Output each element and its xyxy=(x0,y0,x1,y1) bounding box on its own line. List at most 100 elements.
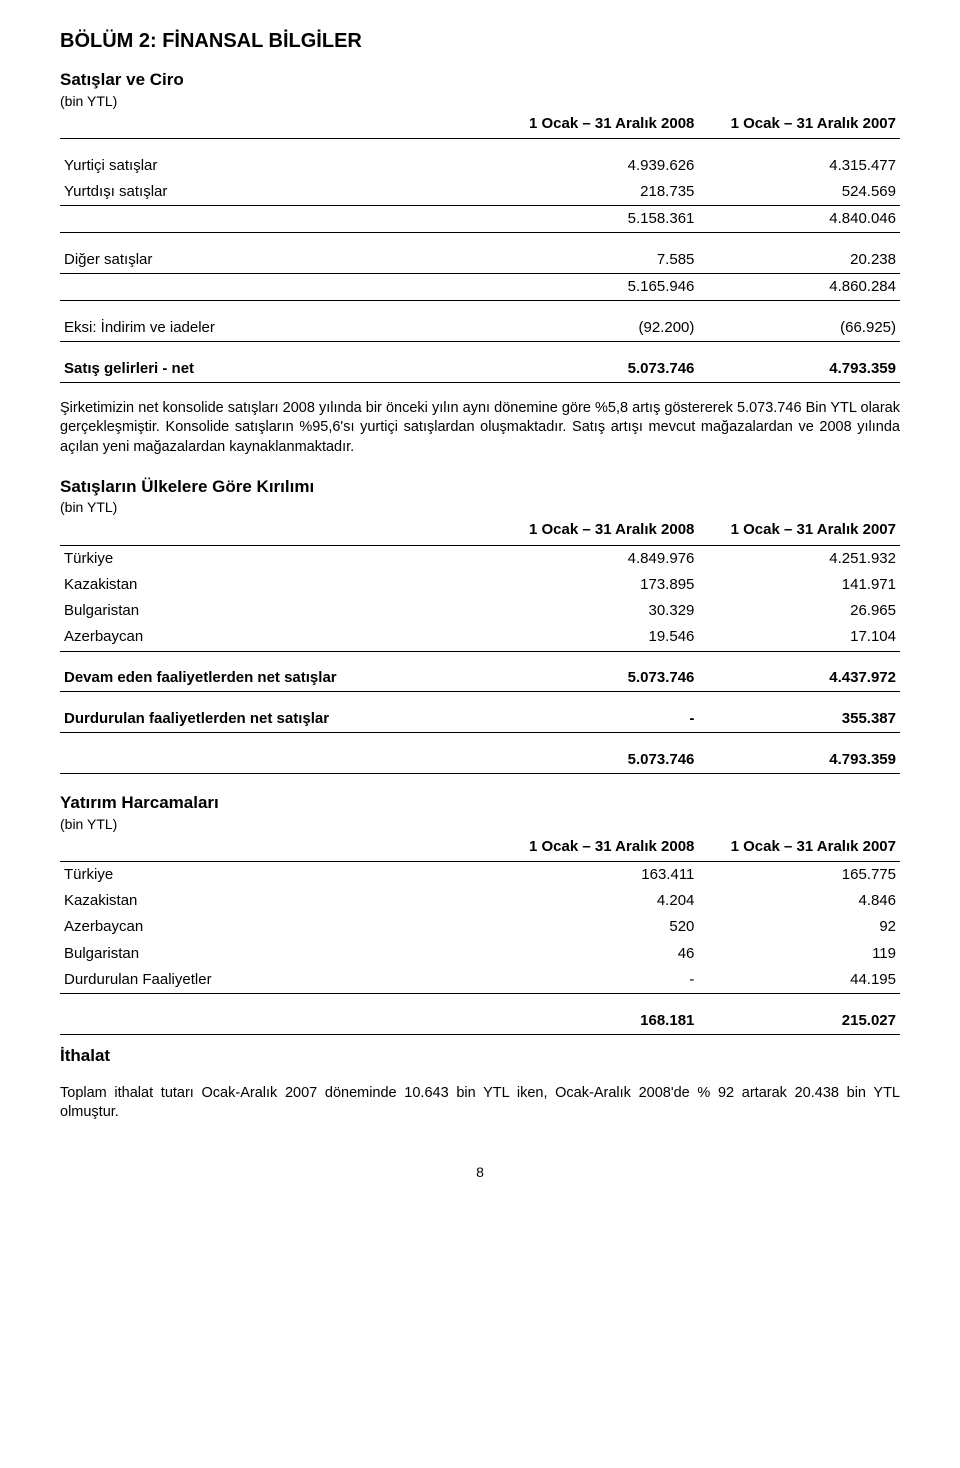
table-header-blank xyxy=(60,517,497,545)
row-label: Yurtiçi satışlar xyxy=(60,153,497,179)
row-value: 92 xyxy=(698,914,900,940)
sales-turnover-title: Satışlar ve Ciro xyxy=(60,69,900,92)
row-label: Bulgaristan xyxy=(60,941,497,967)
row-value: 19.546 xyxy=(497,624,699,651)
row-label: Durdurulan faaliyetlerden net satışlar xyxy=(60,706,497,733)
row-label: Azerbaycan xyxy=(60,624,497,651)
row-label: Diğer satışlar xyxy=(60,247,497,274)
row-value: 168.181 xyxy=(497,1008,699,1035)
grand-total-row: 5.073.746 4.793.359 xyxy=(60,747,900,774)
row-value: 173.895 xyxy=(497,572,699,598)
row-value: 5.073.746 xyxy=(497,356,699,383)
row-value: 5.073.746 xyxy=(497,747,699,774)
table-header-blank xyxy=(60,111,497,139)
table-header-2008: 1 Ocak – 31 Aralık 2008 xyxy=(497,517,699,545)
table-row: Kazakistan 4.204 4.846 xyxy=(60,888,900,914)
row-value: 520 xyxy=(497,914,699,940)
net-revenue-row: Satış gelirleri - net 5.073.746 4.793.35… xyxy=(60,356,900,383)
row-value: 26.965 xyxy=(698,598,900,624)
row-value: 4.793.359 xyxy=(698,747,900,774)
row-value: 20.238 xyxy=(698,247,900,274)
row-label: Satış gelirleri - net xyxy=(60,356,497,383)
row-label: Türkiye xyxy=(60,861,497,888)
row-value: 141.971 xyxy=(698,572,900,598)
table-row: Bulgaristan 30.329 26.965 xyxy=(60,598,900,624)
table-header-2007: 1 Ocak – 31 Aralık 2007 xyxy=(698,517,900,545)
row-label: Eksi: İndirim ve iadeler xyxy=(60,315,497,342)
capex-table: 1 Ocak – 31 Aralık 2008 1 Ocak – 31 Aral… xyxy=(60,834,900,1035)
row-value: 4.437.972 xyxy=(698,665,900,692)
row-value: 355.387 xyxy=(698,706,900,733)
table-row: Eksi: İndirim ve iadeler (92.200) (66.92… xyxy=(60,315,900,342)
row-value: 524.569 xyxy=(698,179,900,206)
row-label xyxy=(60,274,497,301)
units-note: (bin YTL) xyxy=(60,815,900,834)
row-label: Durdurulan Faaliyetler xyxy=(60,967,497,994)
table-header-2007: 1 Ocak – 31 Aralık 2007 xyxy=(698,111,900,139)
row-value: 4.860.284 xyxy=(698,274,900,301)
continuing-ops-row: Devam eden faaliyetlerden net satışlar 5… xyxy=(60,665,900,692)
row-value: (92.200) xyxy=(497,315,699,342)
capex-title: Yatırım Harcamaları xyxy=(60,792,900,815)
table-row: Durdurulan Faaliyetler - 44.195 xyxy=(60,967,900,994)
sales-turnover-table: 1 Ocak – 31 Aralık 2008 1 Ocak – 31 Aral… xyxy=(60,111,900,383)
table-row: Türkiye 163.411 165.775 xyxy=(60,861,900,888)
row-label: Türkiye xyxy=(60,545,497,572)
row-value: 215.027 xyxy=(698,1008,900,1035)
sales-paragraph: Şirketimizin net konsolide satışları 200… xyxy=(60,399,900,458)
row-label xyxy=(60,747,497,774)
row-value: 17.104 xyxy=(698,624,900,651)
imports-title: İthalat xyxy=(60,1045,900,1068)
row-value: 4.846 xyxy=(698,888,900,914)
row-label xyxy=(60,1008,497,1035)
row-value: 46 xyxy=(497,941,699,967)
section-title: BÖLÜM 2: FİNANSAL BİLGİLER xyxy=(60,28,900,55)
table-header-2007: 1 Ocak – 31 Aralık 2007 xyxy=(698,834,900,862)
row-label: Kazakistan xyxy=(60,888,497,914)
units-note: (bin YTL) xyxy=(60,498,900,517)
table-header-blank xyxy=(60,834,497,862)
row-value: 165.775 xyxy=(698,861,900,888)
row-value: 5.165.946 xyxy=(497,274,699,301)
sales-by-country-table: 1 Ocak – 31 Aralık 2008 1 Ocak – 31 Aral… xyxy=(60,517,900,774)
row-value: 119 xyxy=(698,941,900,967)
row-value: (66.925) xyxy=(698,315,900,342)
row-value: 7.585 xyxy=(497,247,699,274)
row-value: 4.939.626 xyxy=(497,153,699,179)
capex-total-row: 168.181 215.027 xyxy=(60,1008,900,1035)
row-label: Kazakistan xyxy=(60,572,497,598)
row-value: 4.251.932 xyxy=(698,545,900,572)
sales-by-country-block: Satışların Ülkelere Göre Kırılımı (bin Y… xyxy=(60,476,900,774)
row-label xyxy=(60,206,497,233)
row-value: 163.411 xyxy=(497,861,699,888)
units-note: (bin YTL) xyxy=(60,92,900,111)
row-label: Azerbaycan xyxy=(60,914,497,940)
table-row: Kazakistan 173.895 141.971 xyxy=(60,572,900,598)
table-row: Yurtdışı satışlar 218.735 524.569 xyxy=(60,179,900,206)
row-value: 5.158.361 xyxy=(497,206,699,233)
subtotal-row: 5.165.946 4.860.284 xyxy=(60,274,900,301)
table-header-2008: 1 Ocak – 31 Aralık 2008 xyxy=(497,834,699,862)
row-value: 4.204 xyxy=(497,888,699,914)
row-value: 44.195 xyxy=(698,967,900,994)
table-row: Bulgaristan 46 119 xyxy=(60,941,900,967)
row-value: 5.073.746 xyxy=(497,665,699,692)
row-value: - xyxy=(497,706,699,733)
row-value: 4.840.046 xyxy=(698,206,900,233)
sales-by-country-title: Satışların Ülkelere Göre Kırılımı xyxy=(60,476,900,499)
row-value: 4.849.976 xyxy=(497,545,699,572)
table-row: Türkiye 4.849.976 4.251.932 xyxy=(60,545,900,572)
row-value: 30.329 xyxy=(497,598,699,624)
table-header-2008: 1 Ocak – 31 Aralık 2008 xyxy=(497,111,699,139)
imports-paragraph: Toplam ithalat tutarı Ocak-Aralık 2007 d… xyxy=(60,1084,900,1123)
discontinued-ops-row: Durdurulan faaliyetlerden net satışlar -… xyxy=(60,706,900,733)
table-row: Azerbaycan 520 92 xyxy=(60,914,900,940)
row-value: - xyxy=(497,967,699,994)
row-label: Devam eden faaliyetlerden net satışlar xyxy=(60,665,497,692)
row-label: Bulgaristan xyxy=(60,598,497,624)
page-number: 8 xyxy=(60,1163,900,1182)
capex-block: Yatırım Harcamaları (bin YTL) 1 Ocak – 3… xyxy=(60,792,900,1035)
table-row: Diğer satışlar 7.585 20.238 xyxy=(60,247,900,274)
table-row: Yurtiçi satışlar 4.939.626 4.315.477 xyxy=(60,153,900,179)
row-value: 4.315.477 xyxy=(698,153,900,179)
